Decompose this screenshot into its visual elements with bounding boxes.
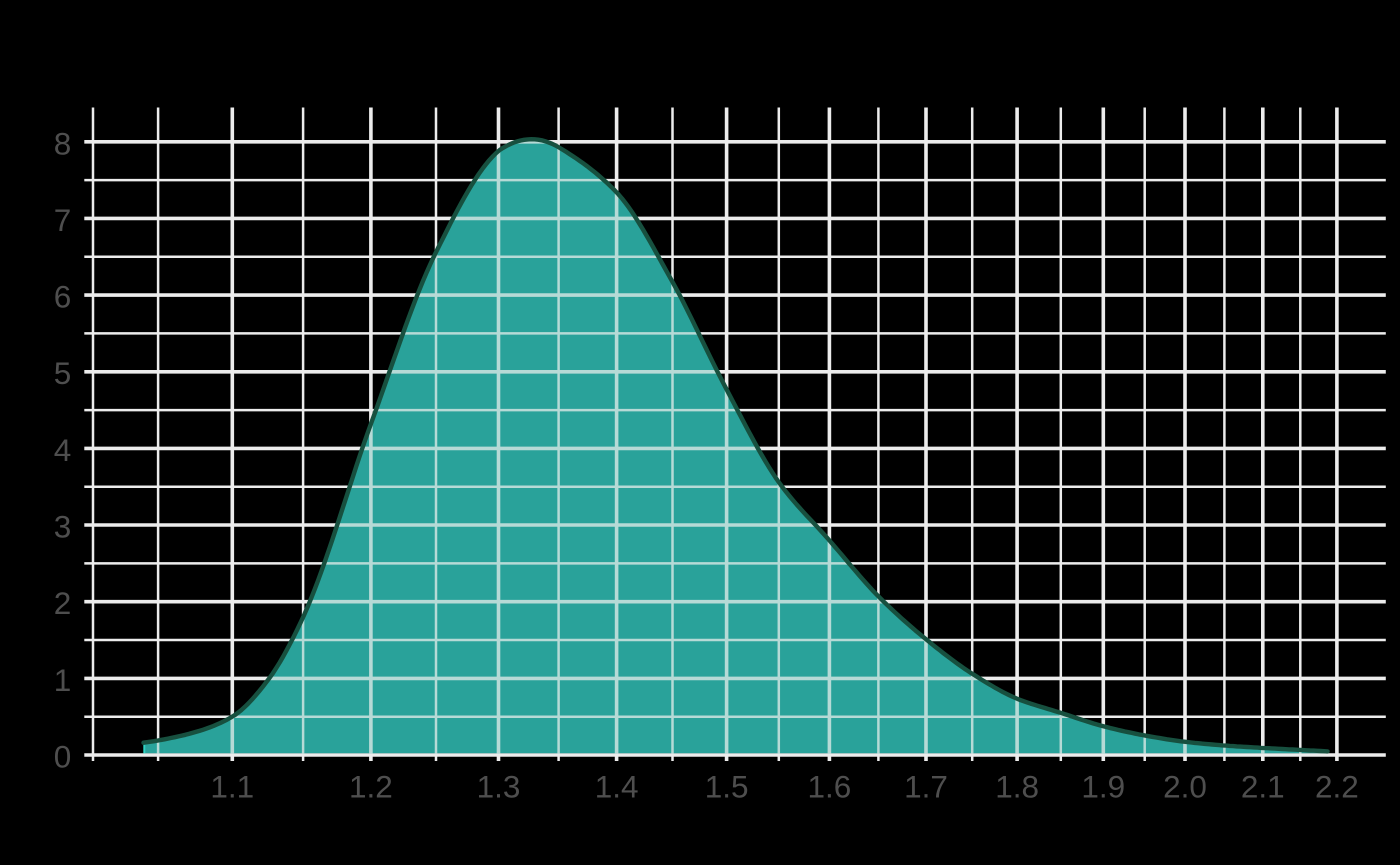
svg-text:1.3: 1.3	[477, 768, 521, 804]
svg-text:1.1: 1.1	[210, 768, 254, 804]
svg-text:2.2: 2.2	[1315, 768, 1359, 804]
svg-text:1.2: 1.2	[349, 768, 393, 804]
svg-text:1: 1	[54, 662, 72, 698]
svg-text:1.8: 1.8	[995, 768, 1039, 804]
svg-text:1.9: 1.9	[1081, 768, 1125, 804]
svg-text:2.0: 2.0	[1163, 768, 1207, 804]
svg-text:4: 4	[54, 432, 72, 468]
svg-text:3: 3	[54, 509, 72, 545]
svg-text:1.6: 1.6	[808, 768, 852, 804]
svg-text:1.7: 1.7	[904, 768, 948, 804]
svg-text:0: 0	[54, 739, 72, 775]
svg-text:1.4: 1.4	[595, 768, 639, 804]
svg-text:7: 7	[54, 202, 72, 238]
svg-text:5: 5	[54, 355, 72, 391]
svg-text:2: 2	[54, 585, 72, 621]
svg-text:6: 6	[54, 279, 72, 315]
svg-text:8: 8	[54, 125, 72, 161]
svg-text:1.5: 1.5	[705, 768, 749, 804]
svg-text:2.1: 2.1	[1241, 768, 1285, 804]
